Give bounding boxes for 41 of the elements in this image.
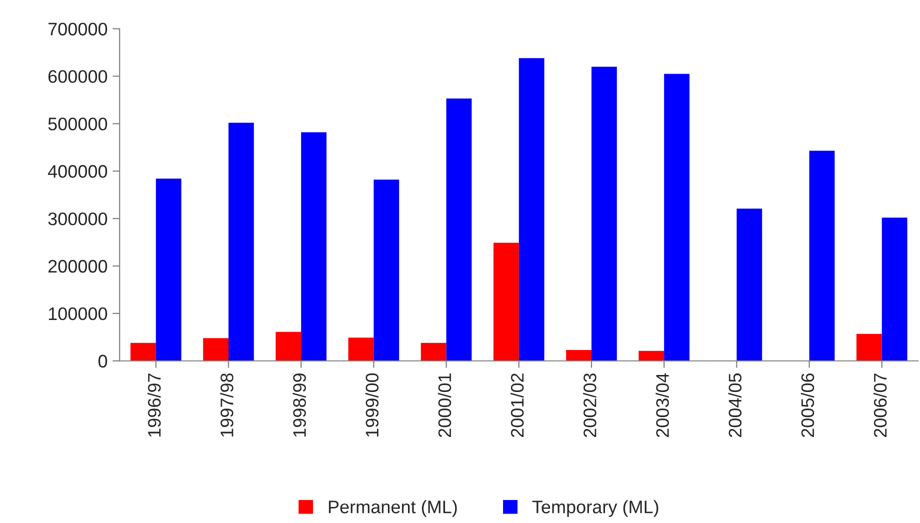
- y-tick-label: 200000: [48, 260, 108, 273]
- bar: [664, 74, 690, 361]
- bar: [493, 242, 519, 361]
- y-tick-label: 400000: [48, 165, 108, 178]
- x-tick-label: 1997/98: [220, 373, 234, 437]
- x-tick-label: 2006/07: [873, 374, 887, 438]
- x-tick-label: 2000/01: [438, 374, 452, 438]
- x-tick-label: 1998/99: [292, 374, 306, 437]
- legend-label: Permanent (ML): [328, 500, 457, 517]
- bar: [130, 342, 156, 361]
- y-tick-label: 300000: [48, 212, 108, 226]
- bar: [566, 350, 592, 361]
- bar: [882, 218, 908, 361]
- x-tick-label: 2001/02: [510, 374, 524, 438]
- bar: [809, 150, 835, 361]
- bar: [348, 338, 374, 361]
- bar: [276, 332, 302, 361]
- bar: [420, 342, 446, 361]
- bar: [591, 66, 617, 361]
- x-tick-label: 2002/03: [583, 373, 596, 438]
- bar: [446, 98, 472, 361]
- bar: [736, 208, 762, 361]
- y-tick-label: 500000: [48, 118, 108, 130]
- bar: [374, 180, 400, 361]
- bar: [301, 132, 326, 361]
- bar: [203, 338, 228, 361]
- bar: [638, 350, 664, 361]
- y-tick-label: 700000: [48, 22, 108, 36]
- y-tick-label: 0: [98, 354, 108, 368]
- y-tick-label: 600000: [48, 70, 108, 83]
- legend-label: Temporary (ML): [532, 500, 658, 517]
- bar: [856, 334, 882, 361]
- x-tick-label: 1999/00: [365, 373, 379, 437]
- x-tick-label: 2004/05: [728, 373, 742, 438]
- x-tick-label: 2005/06: [800, 373, 814, 438]
- bar: [228, 122, 254, 361]
- bar: [156, 178, 182, 361]
- x-tick-label: 2003/04: [656, 373, 669, 438]
- y-tick-label: 100000: [48, 307, 108, 320]
- x-tick-label: 1996/97: [147, 374, 161, 437]
- bar: [518, 58, 544, 361]
